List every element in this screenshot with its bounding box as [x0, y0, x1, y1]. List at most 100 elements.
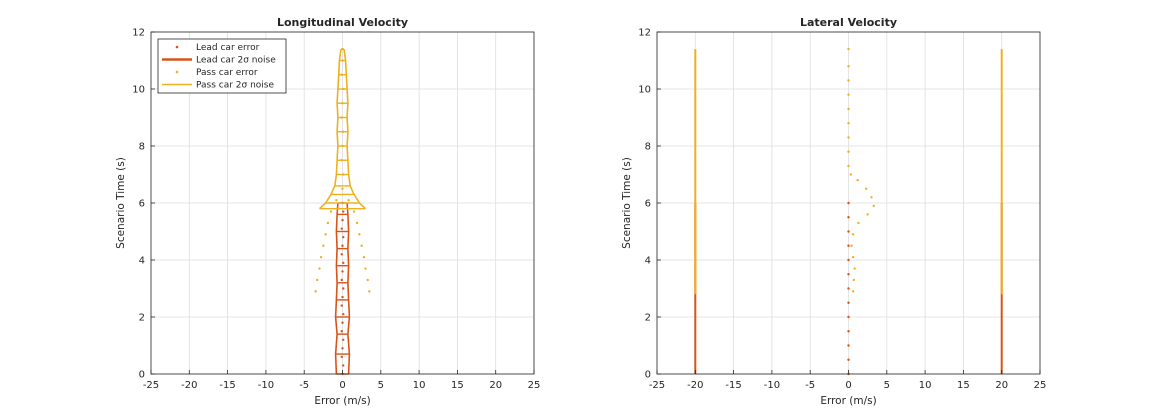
x-tick-label: 10	[413, 380, 426, 391]
error-point	[847, 136, 850, 139]
error-point	[847, 230, 850, 233]
chart-title: Lateral Velocity	[800, 16, 897, 29]
error-point	[870, 196, 873, 199]
x-tick-label: -5	[299, 380, 309, 391]
error-point	[324, 233, 327, 236]
error-point	[341, 295, 344, 299]
y-tick-label: 2	[139, 313, 145, 324]
y-tick-label: 8	[139, 142, 145, 153]
error-point	[314, 290, 317, 293]
y-tick-label: 12	[132, 28, 145, 39]
error-point	[342, 312, 345, 316]
y-axis-label: Scenario Time (s)	[621, 157, 633, 249]
error-point	[847, 164, 850, 168]
noise-band-right	[346, 202, 351, 375]
y-tick-label: 10	[638, 85, 651, 96]
series-pass-car-2-noise	[318, 48, 367, 210]
error-point	[852, 278, 856, 282]
x-tick-label: 0	[845, 380, 851, 391]
error-point	[340, 253, 343, 256]
x-tick-label: 20	[995, 380, 1008, 391]
error-point	[847, 47, 850, 51]
error-point	[847, 258, 850, 262]
legend: Lead car error Lead car 2σ noise Pass car …	[157, 38, 287, 94]
y-tick-label: 4	[139, 256, 145, 267]
x-tick-label: -10	[764, 380, 780, 391]
error-point	[850, 244, 853, 247]
y-tick-label: 2	[645, 313, 651, 324]
error-point	[326, 221, 330, 225]
series-pass-car-error	[847, 47, 875, 293]
x-axis-label: Error (m/s)	[314, 395, 370, 407]
y-tick-label: 10	[132, 85, 145, 96]
error-point	[368, 290, 371, 293]
error-point	[342, 287, 345, 290]
error-point	[341, 187, 344, 190]
error-point	[360, 244, 363, 247]
error-point	[342, 210, 345, 213]
chart-panel-0: -25 -20 -15 -10 -5 0 5 10 15 20 25 0 2 4 6 8 10 12 Longitu…	[115, 16, 540, 407]
error-point	[851, 255, 855, 259]
error-point	[847, 201, 850, 205]
x-tick-label: -20	[181, 380, 197, 391]
error-point	[847, 93, 850, 96]
error-point	[341, 321, 344, 324]
legend-label: Lead car 2σ noise	[196, 56, 276, 66]
error-point	[352, 210, 356, 213]
noise-band-right	[343, 48, 367, 210]
error-point	[319, 255, 323, 259]
x-tick-label: 25	[1034, 380, 1047, 391]
error-point	[347, 198, 350, 202]
error-point	[866, 213, 869, 216]
error-point	[342, 364, 345, 367]
y-tick-label: 6	[645, 199, 651, 210]
error-point	[358, 233, 361, 236]
error-point	[342, 236, 345, 239]
x-tick-label: -5	[805, 380, 815, 391]
error-point	[355, 221, 359, 225]
error-point	[847, 273, 850, 276]
y-tick-label: 0	[139, 370, 145, 381]
error-point	[362, 255, 366, 259]
x-tick-label: 5	[884, 380, 890, 391]
error-point	[847, 79, 850, 82]
y-tick-label: 4	[645, 256, 651, 267]
y-tick-label: 0	[645, 370, 651, 381]
x-tick-label: -25	[143, 380, 159, 391]
series-pass-car-2-noise	[694, 49, 1003, 295]
error-point	[364, 267, 367, 270]
error-point	[872, 204, 875, 208]
x-tick-label: -10	[258, 380, 274, 391]
error-point	[329, 210, 333, 213]
error-point	[318, 267, 321, 270]
error-point	[340, 330, 343, 333]
error-point	[342, 261, 345, 265]
x-axis-label: Error (m/s)	[820, 395, 876, 407]
error-point	[341, 347, 344, 350]
error-point	[335, 198, 338, 202]
x-tick-label: -15	[725, 380, 741, 391]
y-axis-label: Scenario Time (s)	[115, 157, 127, 249]
error-point	[851, 290, 855, 293]
error-point	[847, 244, 850, 247]
noise-band-left	[334, 202, 339, 375]
error-point	[340, 278, 343, 282]
legend-label: Pass car 2σ noise	[196, 81, 274, 91]
x-tick-label: 20	[489, 380, 502, 391]
error-point	[847, 287, 850, 290]
x-tick-label: 15	[957, 380, 970, 391]
error-point	[847, 358, 850, 361]
error-point	[847, 344, 850, 347]
error-point	[864, 187, 868, 190]
y-tick-label: 8	[645, 142, 651, 153]
x-tick-label: 15	[451, 380, 464, 391]
x-tick-label: -20	[687, 380, 703, 391]
error-point	[340, 304, 343, 307]
error-point	[342, 338, 345, 341]
error-point	[847, 107, 850, 111]
y-tick-label: 12	[638, 28, 651, 39]
x-tick-label: 25	[528, 380, 541, 391]
legend-label: Lead car error	[196, 43, 260, 53]
y-tick-label: 6	[139, 199, 145, 210]
